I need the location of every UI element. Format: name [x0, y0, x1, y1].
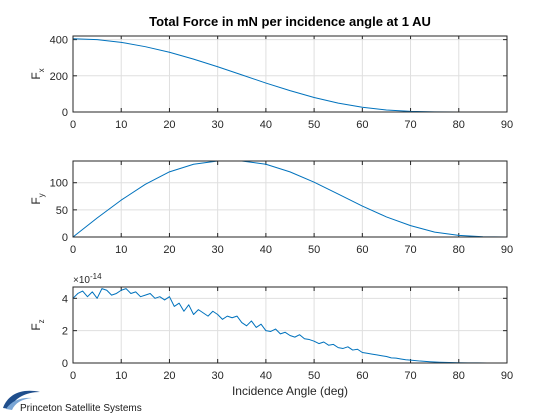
axes-frame — [72, 286, 508, 364]
x-tick-label: 50 — [308, 119, 320, 131]
x-tick-label: 20 — [163, 119, 175, 131]
x-tick-label: 70 — [404, 244, 416, 256]
x-tick-label: 30 — [212, 244, 224, 256]
logo-text: Princeton Satellite Systems — [20, 403, 142, 414]
x-tick-label: 30 — [212, 119, 224, 131]
axes-frame — [72, 160, 508, 238]
y-exponent-power: -14 — [90, 272, 102, 281]
x-tick-label: 0 — [70, 119, 76, 131]
x-tick-label: 20 — [163, 370, 175, 382]
x-tick-label: 90 — [501, 119, 513, 131]
x-tick-label: 80 — [453, 244, 465, 256]
y-axis-label-sub: y — [37, 193, 46, 197]
y-tick-label: 2 — [62, 326, 68, 338]
y-axis-label: Fz — [29, 319, 46, 330]
y-exponent-base: ×10 — [73, 275, 90, 286]
y-tick-label: 400 — [50, 35, 68, 47]
y-tick-label: 4 — [62, 293, 68, 305]
subplot-3: 0 10 20 30 40 50 60 70 80 90 0 2 4 Fz ×10-14 Incidence … — [29, 272, 513, 398]
x-tick-label: 10 — [115, 370, 127, 382]
x-tick-label: 60 — [356, 370, 368, 382]
y-tick-label: 200 — [50, 71, 68, 83]
axes-frame — [72, 35, 508, 113]
y-exponent-label: ×10-14 — [73, 272, 102, 286]
y-tick-label: 0 — [62, 358, 68, 370]
x-tick-label: 0 — [70, 244, 76, 256]
y-tick-label: 50 — [56, 205, 68, 217]
x-tick-label: 80 — [453, 370, 465, 382]
plot-area — [73, 161, 507, 237]
series-line-z — [72, 288, 507, 364]
y-axis-label-main: F — [29, 323, 43, 330]
plot-area — [73, 36, 507, 112]
y-axis-label: Fy — [29, 193, 46, 204]
logo: Princeton Satellite Systems — [3, 390, 142, 414]
x-tick-label: 50 — [308, 370, 320, 382]
y-axis-label-sub: x — [37, 68, 46, 72]
x-tick-label: 90 — [501, 370, 513, 382]
x-tick-label: 40 — [260, 244, 272, 256]
y-axis-label-main: F — [29, 197, 43, 204]
y-axis-label-sub: z — [37, 319, 46, 323]
y-axis-label-main: F — [29, 72, 43, 79]
x-tick-label: 70 — [404, 370, 416, 382]
x-tick-label: 30 — [212, 370, 224, 382]
x-tick-label: 20 — [163, 244, 175, 256]
chart-title: Total Force in mN per incidence angle at… — [149, 14, 431, 29]
x-tick-label: 10 — [115, 119, 127, 131]
x-tick-label: 50 — [308, 244, 320, 256]
subplot-2: 0 10 20 30 40 50 60 70 80 90 0 50 100 Fy — [29, 160, 513, 256]
x-tick-label: 60 — [356, 244, 368, 256]
x-tick-label: 10 — [115, 244, 127, 256]
y-tick-label: 0 — [62, 107, 68, 119]
x-tick-label: 40 — [260, 370, 272, 382]
y-tick-label: 100 — [50, 178, 68, 190]
x-tick-label: 80 — [453, 119, 465, 131]
y-axis-label: Fx — [29, 68, 46, 79]
x-tick-label: 0 — [70, 370, 76, 382]
x-tick-label: 40 — [260, 119, 272, 131]
plot-area — [73, 287, 507, 363]
x-axis-label: Incidence Angle (deg) — [232, 384, 348, 398]
x-tick-label: 90 — [501, 244, 513, 256]
subplot-1: 0 10 20 30 40 50 60 70 80 90 0 200 400 Fx — [29, 35, 513, 131]
series-line-y — [72, 160, 508, 238]
logo-swoosh-light-icon — [6, 397, 32, 410]
x-tick-label: 60 — [356, 119, 368, 131]
y-tick-label: 0 — [62, 232, 68, 244]
x-tick-label: 70 — [404, 119, 416, 131]
